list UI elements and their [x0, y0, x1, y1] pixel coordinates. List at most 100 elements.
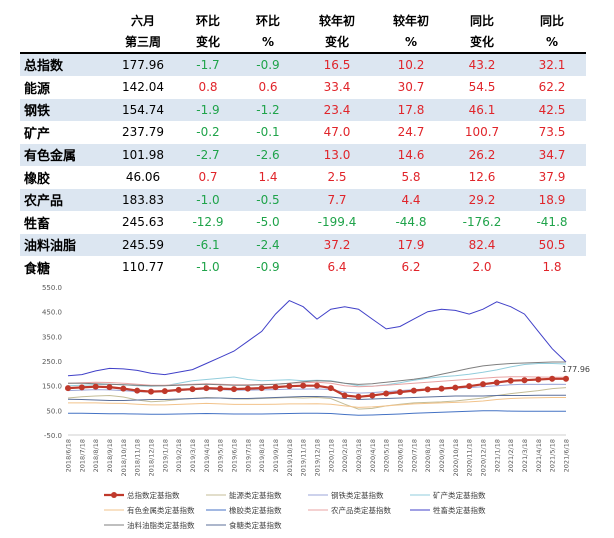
table-row: 农产品 183.83 -1.0 -0.5 7.7 4.4 29.2 18.9 — [20, 188, 586, 211]
value-cell: -1.0 — [196, 192, 220, 207]
series-point — [92, 383, 99, 390]
header-cell: % — [261, 34, 275, 49]
x-tick-label: 2021/1/18 — [493, 439, 501, 472]
series-point — [217, 385, 224, 392]
x-tick-label: 2019/5/18 — [217, 439, 225, 472]
value-cell: -199.4 — [317, 215, 357, 230]
header-cell: 同比 — [539, 14, 564, 28]
legend-entry: 有色金属类定基指数 — [127, 505, 195, 515]
value-cell: -2.7 — [196, 147, 220, 162]
x-tick-label: 2020/8/18 — [424, 439, 432, 472]
series-point — [466, 383, 473, 390]
series-line-5 — [68, 410, 566, 416]
value-cell: 30.7 — [397, 80, 425, 95]
row-name-cell: 食糖 — [24, 261, 51, 277]
series-point — [231, 386, 237, 393]
x-tick-label: 2018/9/18 — [106, 439, 114, 472]
value-cell: 237.79 — [122, 125, 164, 140]
value-cell: 14.6 — [397, 147, 425, 162]
x-tick-label: 2020/5/18 — [383, 439, 391, 472]
header-row-2: 第三周 变化 % 变化 % 变化 % — [20, 31, 586, 53]
value-cell: 12.6 — [468, 170, 496, 185]
row-name-cell: 有色金属 — [24, 149, 77, 165]
value-cell: -0.1 — [256, 125, 280, 140]
value-cell: 73.5 — [538, 125, 566, 140]
series-point — [272, 384, 279, 391]
x-tick-label: 2019/2/18 — [175, 439, 183, 472]
x-tick-label: 2020/9/18 — [438, 439, 446, 472]
value-cell: 33.4 — [323, 80, 351, 95]
x-tick-label: 2018/6/18 — [65, 439, 73, 472]
y-axis: 550.0 450.0 350.0 250.0 150.0 50.0 -50.0 — [42, 284, 62, 440]
x-tick-label: 2018/11/18 — [134, 439, 142, 476]
row-name-cell: 油料油脂 — [24, 239, 77, 255]
value-cell: -6.1 — [196, 237, 220, 252]
y-tick-label: 250.0 — [42, 358, 62, 366]
series-point — [189, 386, 196, 393]
header-cell: 变化 — [195, 35, 220, 49]
value-cell: 23.4 — [323, 102, 351, 117]
y-tick-label: -50.0 — [44, 432, 62, 440]
legend-entry: 总指数定基指数 — [127, 490, 180, 500]
value-cell: 0.7 — [198, 170, 218, 185]
value-cell: 1.4 — [258, 170, 278, 185]
value-cell: 24.7 — [397, 125, 425, 140]
header-cell: 环比 — [255, 14, 280, 28]
x-tick-label: 2018/7/18 — [78, 439, 86, 472]
value-cell: -2.6 — [256, 147, 280, 162]
series-point — [493, 379, 500, 386]
header-cell: 变化 — [469, 35, 494, 49]
x-tick-label: 2019/9/18 — [272, 439, 280, 472]
value-cell: 6.2 — [401, 260, 421, 275]
row-name-cell: 总指数 — [24, 59, 64, 75]
value-cell: 245.59 — [122, 237, 164, 252]
value-cell: -0.9 — [256, 260, 280, 275]
series-point — [300, 382, 307, 389]
legend-entry: 牲畜类定基指数 — [433, 505, 486, 515]
value-cell: -0.2 — [196, 125, 220, 140]
legend-entry: 能源类定基指数 — [229, 490, 282, 500]
x-tick-label: 2020/1/18 — [327, 439, 335, 472]
series-point — [258, 385, 265, 392]
plot-area: 177.96 — [65, 300, 590, 416]
value-cell: 54.5 — [468, 80, 496, 95]
x-tick-label: 2020/10/18 — [452, 439, 460, 476]
value-cell: 13.0 — [323, 147, 351, 162]
value-cell: 46.1 — [468, 102, 496, 117]
table-row: 橡胶 46.06 0.7 1.4 2.5 5.8 12.6 37.9 — [20, 166, 586, 189]
value-cell: 2.5 — [327, 170, 347, 185]
legend-entry: 油料油脂类定基指数 — [127, 520, 195, 530]
value-cell: 0.6 — [258, 80, 278, 95]
x-tick-label: 2019/12/18 — [314, 439, 322, 476]
header-cell: 较年初 — [318, 14, 355, 28]
y-tick-label: 50.0 — [46, 407, 62, 415]
series-line-1 — [67, 387, 567, 410]
value-cell: -176.2 — [462, 215, 502, 230]
series-point — [341, 392, 348, 399]
value-cell: 110.77 — [122, 260, 164, 275]
value-cell: -1.9 — [196, 102, 220, 117]
index-line-chart: 550.0 450.0 350.0 250.0 150.0 50.0 -50.0 2018/… — [42, 284, 590, 530]
x-tick-label: 2018/8/18 — [92, 439, 100, 472]
x-tick-label: 2019/6/18 — [231, 439, 239, 472]
series-point — [327, 385, 334, 392]
series-point — [424, 386, 431, 393]
x-tick-label: 2020/12/18 — [480, 439, 488, 476]
series-point — [314, 382, 320, 389]
table-row: 矿产 237.79 -0.2 -0.1 47.0 24.7 100.7 73.5 — [20, 121, 586, 144]
table-row: 钢铁 154.74 -1.9 -1.2 23.4 17.8 46.1 42.5 — [20, 98, 586, 121]
index-summary-table: 六月 环比 环比 较年初 较年初 同比 同比 第三周 变化 % 变化 % 变化 … — [20, 10, 586, 279]
header-cell: 同比 — [469, 14, 494, 28]
value-cell: 17.8 — [397, 102, 425, 117]
legend-entry: 农产品类定基指数 — [331, 505, 391, 515]
x-tick-label: 2020/7/18 — [410, 439, 418, 472]
value-cell: 43.2 — [468, 57, 496, 72]
x-tick-label: 2019/1/18 — [161, 439, 169, 472]
x-tick-label: 2020/3/18 — [355, 439, 363, 472]
x-tick-label: 2019/8/18 — [258, 439, 266, 472]
value-cell: 7.7 — [327, 192, 347, 207]
row-name-cell: 农产品 — [24, 194, 64, 210]
series-point — [438, 385, 445, 392]
value-cell: 0.8 — [198, 80, 218, 95]
value-cell: 245.63 — [122, 215, 164, 230]
